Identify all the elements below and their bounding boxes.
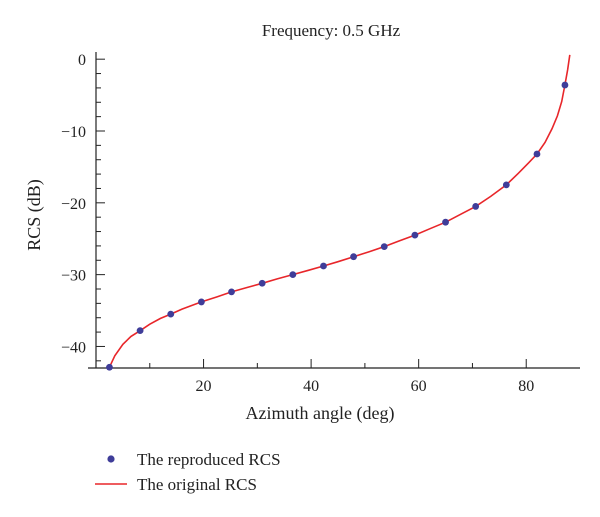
reproduced-rcs-point (258, 279, 266, 287)
y-tick-label: −40 (61, 339, 86, 356)
x-tick-label: 40 (303, 378, 319, 395)
reproduced-rcs-point (533, 150, 541, 158)
legend: The reproduced RCS The original RCS (95, 450, 281, 494)
axes (88, 52, 580, 369)
x-tick-label: 20 (196, 378, 212, 395)
reproduced-rcs-point (289, 271, 297, 279)
reproduced-rcs-point (502, 181, 510, 189)
y-axis-label: RCS (dB) (24, 179, 45, 251)
x-tick-label: 60 (411, 378, 427, 395)
reproduced-rcs-point (411, 231, 419, 239)
reproduced-rcs-point (320, 262, 327, 270)
x-axis-label: Azimuth angle (deg) (246, 403, 395, 424)
reproduced-rcs-point (106, 363, 113, 371)
reproduced-rcs-point (228, 288, 235, 296)
original-rcs-line (108, 54, 571, 368)
reproduced-rcs-point (198, 298, 205, 306)
y-tick-label: 0 (78, 52, 86, 69)
x-tick-label: 80 (518, 378, 534, 395)
y-tick-label: −30 (61, 268, 86, 285)
y-tick-label: −20 (61, 196, 86, 213)
reproduced-rcs-point (136, 327, 144, 335)
plot-area (106, 54, 571, 371)
reproduced-rcs-point (561, 81, 569, 89)
legend-marker-reproduced (107, 455, 115, 463)
y-tick-label: −10 (61, 124, 86, 141)
reproduced-rcs-point (472, 203, 480, 210)
legend-label-reproduced: The reproduced RCS (137, 450, 281, 469)
legend-label-original: The original RCS (137, 475, 257, 494)
x-ticks: 20 40 60 80 (149, 359, 534, 395)
reproduced-rcs-point (167, 310, 175, 318)
reproduced-rcs-point (350, 253, 357, 261)
chart-title: Frequency: 0.5 GHz (262, 21, 401, 40)
reproduced-rcs-points (106, 81, 569, 371)
reproduced-rcs-point (380, 243, 388, 251)
reproduced-rcs-point (442, 218, 449, 226)
y-ticks: 0 −10 −20 −30 −40 (61, 52, 105, 362)
